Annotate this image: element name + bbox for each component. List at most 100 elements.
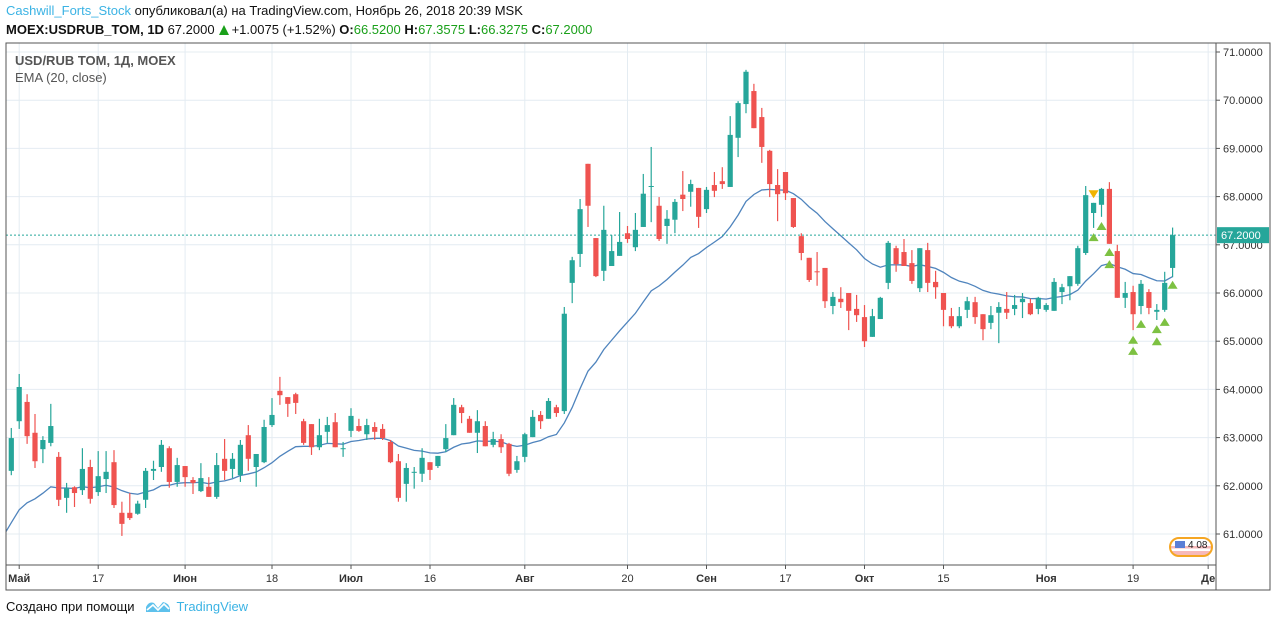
candle-up (40, 436, 46, 464)
price-tick-label: 62.0000 (1223, 481, 1263, 493)
candle-body (229, 458, 236, 469)
author-link[interactable]: Cashwill_Forts_Stock (6, 3, 131, 18)
candle-body (206, 486, 212, 497)
candle-body (103, 471, 109, 480)
price-tick-label: 61.0000 (1223, 529, 1263, 541)
candle-up (1051, 278, 1057, 311)
candle-body (933, 281, 939, 288)
legend-ema[interactable]: EMA (20, close) (15, 70, 107, 85)
candle-down (711, 172, 717, 198)
candle-body (316, 435, 322, 448)
candle-body (403, 467, 409, 484)
candle-body (727, 134, 733, 187)
candle-body (79, 468, 85, 491)
candle-up (143, 467, 149, 508)
candle-down (71, 486, 78, 508)
high-value: 67.3575 (418, 22, 466, 37)
candle-body (411, 471, 417, 473)
candle-body (925, 250, 931, 283)
price-tick-label: 66.0000 (1223, 288, 1263, 300)
candle-body (1027, 303, 1033, 315)
time-axis[interactable]: Май 17 Июн 18 Июл 16 Авг 20 Сен 17 Окт 15 Ноя 19 Де (8, 565, 1215, 585)
chart-frame (5, 42, 1271, 591)
time-tick-label: Май (8, 573, 30, 585)
candle-body (530, 416, 536, 438)
candle-body (372, 426, 378, 432)
candle-down (972, 296, 978, 324)
candle-down (206, 477, 212, 497)
candle-body (854, 308, 860, 316)
candle-up (269, 398, 275, 427)
candle-body (696, 187, 702, 217)
candle-body (308, 424, 315, 448)
candle-body (466, 418, 473, 433)
candle-body (1106, 188, 1112, 244)
candle-body (1004, 308, 1010, 313)
candle-down (624, 226, 631, 243)
candle-down (940, 293, 947, 327)
flag-badge[interactable]: 4 08 (1169, 537, 1213, 557)
candle-body (1067, 276, 1073, 287)
candle-body (498, 439, 504, 448)
open-value: 66.5200 (353, 22, 401, 37)
candle-body (553, 407, 559, 414)
created-with-text: Создано при помощи (6, 598, 135, 614)
candle-body (759, 117, 765, 147)
candle-down (24, 394, 30, 444)
price-axis[interactable]: 61.0000 62.0000 63.0000 64.0000 65.0000 66.00… (1216, 47, 1269, 541)
candle-body (332, 422, 338, 448)
candle-body (601, 229, 607, 271)
candle-body (1035, 297, 1041, 309)
candle-down (1130, 285, 1136, 331)
candle-body (427, 462, 433, 470)
candle-body (822, 267, 828, 302)
candle-down (680, 171, 686, 212)
candle-body (380, 428, 386, 439)
candle-down (767, 149, 773, 198)
tradingview-link[interactable]: TradingView (176, 598, 249, 614)
up-arrow-icon (218, 25, 229, 35)
price-tick-label: 64.0000 (1223, 384, 1263, 396)
candle-up (688, 179, 694, 207)
candle-body (624, 233, 631, 240)
candle-up (451, 398, 457, 436)
candle-body (253, 453, 259, 468)
candle-body (340, 448, 346, 450)
candle-body (1154, 309, 1160, 312)
candle-body (285, 397, 291, 404)
candle-body (577, 209, 583, 254)
candle-body (348, 415, 354, 431)
candle-up (703, 186, 710, 213)
footer: Создано при помощи TradingView (6, 598, 248, 614)
candle-body (56, 456, 62, 500)
time-tick-label: 19 (1127, 573, 1139, 585)
candle-body (917, 248, 923, 289)
candle-body (632, 229, 638, 248)
candle-body (135, 503, 141, 514)
candle-body (538, 414, 544, 422)
candle-body (680, 194, 686, 200)
candle-down (380, 424, 386, 441)
candle-body (16, 386, 22, 422)
candle-body (490, 439, 496, 445)
publish-text: опубликовал(а) на TradingView.com, Ноябр… (131, 3, 523, 18)
candle-body (364, 425, 370, 435)
candle-body (474, 421, 480, 433)
candle-down (356, 418, 362, 432)
candle-body (356, 426, 362, 431)
signal-up-triangle-icon (1151, 337, 1162, 346)
tradingview-logo-icon[interactable] (145, 598, 171, 614)
price-tick-label: 63.0000 (1223, 433, 1263, 445)
candle-up (648, 146, 654, 223)
time-tick-label: Окт (855, 573, 875, 585)
candle-body (585, 163, 591, 206)
candle-body (301, 421, 307, 443)
symbol-label: MOEX:USDRUB_TOM, 1D (6, 22, 164, 37)
us-flag-icon (1175, 541, 1185, 548)
candle-up (632, 212, 638, 252)
legend-symbol[interactable]: USD/RUB TOM, 1Д, MOEX (15, 53, 176, 68)
close-label: C: (531, 22, 546, 37)
candle-up (735, 101, 741, 158)
grid (6, 43, 1216, 565)
